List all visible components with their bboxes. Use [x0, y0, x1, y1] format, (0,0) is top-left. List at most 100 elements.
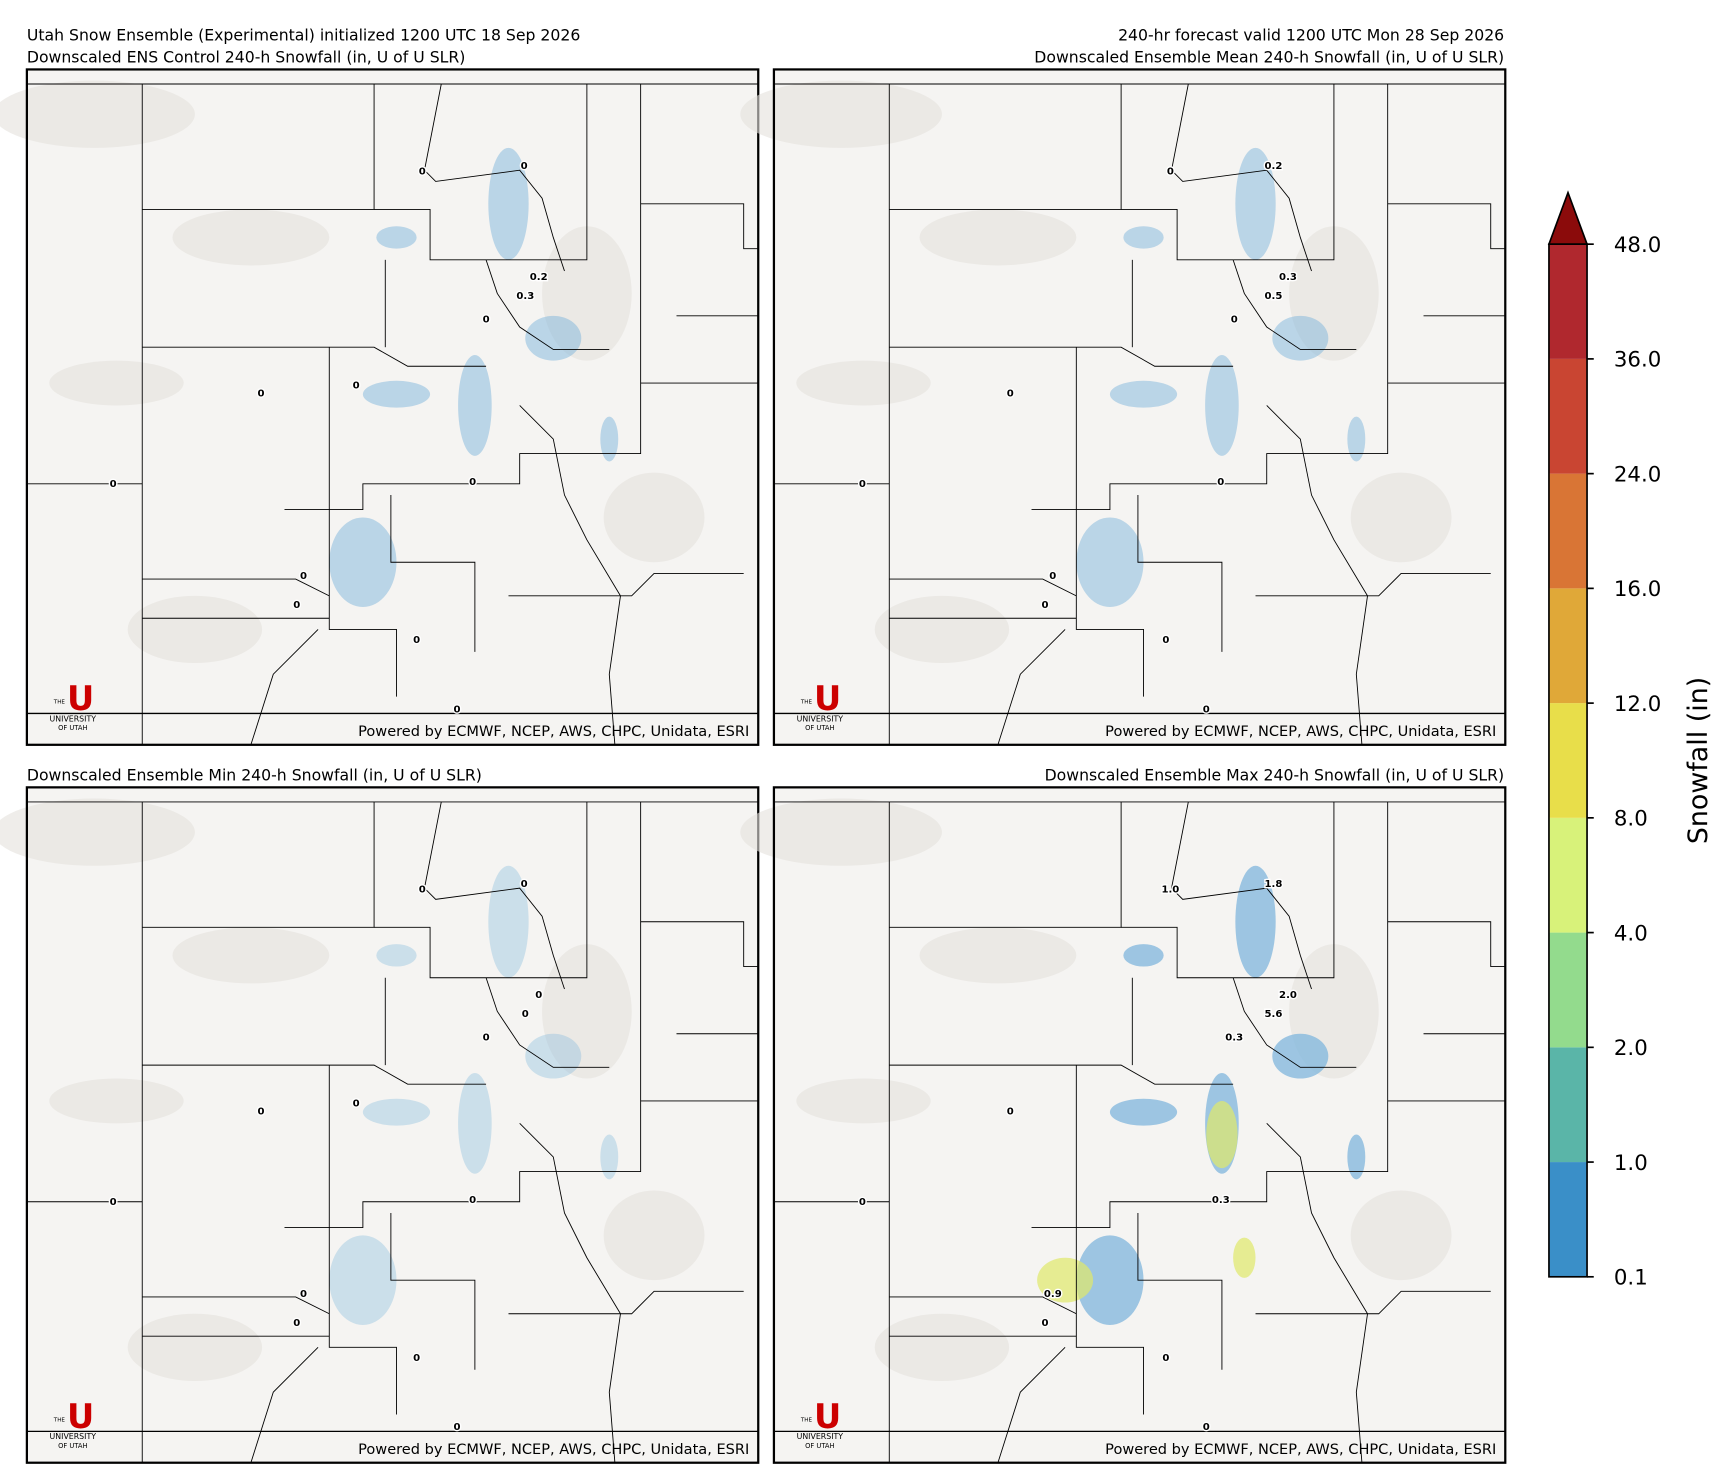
logo-name: UNIVERSITY — [50, 1432, 97, 1441]
boundary — [1266, 405, 1368, 745]
point-label: 0.3 — [1279, 272, 1297, 283]
colorbar-tick-label: 8.0 — [1614, 807, 1648, 832]
colorbar-segment — [1548, 1162, 1588, 1277]
snow-area — [525, 315, 582, 361]
boundary — [1387, 203, 1506, 250]
colorbar-label: Snowfall (in) — [1683, 677, 1714, 844]
colorbar-segment — [1548, 473, 1588, 589]
terrain-shade — [172, 209, 330, 266]
point-label: 0 — [859, 1197, 866, 1208]
snow-area — [458, 355, 492, 456]
point-label: 0 — [453, 704, 460, 715]
point-label: 0.3 — [1225, 1032, 1243, 1043]
snow-area — [600, 1134, 619, 1180]
logo-name: UNIVERSITY — [797, 1432, 844, 1441]
point-label: 0.9 — [1044, 1289, 1062, 1300]
boundary — [486, 801, 588, 979]
header-left: Utah Snow Ensemble (Experimental) initia… — [27, 25, 580, 44]
terrain-shade — [740, 798, 942, 866]
terrain-shade — [919, 927, 1077, 984]
snow-area — [1109, 1098, 1178, 1126]
terrain-shade — [1350, 472, 1452, 563]
powered-by: Powered by ECMWF, NCEP, AWS, CHPC, Unida… — [358, 723, 749, 740]
boundary — [508, 1290, 744, 1315]
terrain-shade — [796, 1078, 931, 1124]
colorbar-tick-label: 16.0 — [1614, 577, 1661, 602]
boundary — [328, 347, 397, 697]
point-label: 2.0 — [1279, 990, 1297, 1001]
boundary — [250, 629, 319, 745]
point-label: 0.2 — [530, 272, 548, 283]
snow-area — [1123, 226, 1164, 249]
boundary — [889, 1064, 1234, 1085]
boundary — [519, 405, 621, 745]
colorbar-tick-label: 0.1 — [1614, 1266, 1648, 1291]
logo-letter: U — [67, 1397, 94, 1436]
terrain-shade — [49, 360, 184, 406]
point-label: 0 — [1007, 1106, 1014, 1117]
panel-title: Downscaled Ensemble Max 240-h Snowfall (… — [1045, 766, 1505, 785]
boundary — [486, 84, 588, 261]
logo-letter: U — [814, 679, 841, 718]
boundary — [250, 1347, 319, 1463]
boundary — [519, 1123, 621, 1463]
boundary — [284, 84, 642, 511]
point-label: 0 — [353, 1099, 360, 1110]
point-label: 0 — [110, 479, 117, 490]
logo-the: THE — [53, 1417, 66, 1423]
snow-area — [1235, 865, 1276, 978]
point-label: 0.3 — [516, 291, 534, 302]
snow-area — [362, 1098, 431, 1126]
boundary — [889, 346, 1234, 367]
snow-area — [362, 380, 431, 408]
boundary — [1233, 84, 1335, 261]
logo-the: THE — [53, 699, 66, 705]
point-label: 0 — [300, 1289, 307, 1300]
snow-area — [1076, 1235, 1144, 1325]
snow-area — [488, 147, 529, 260]
boundary — [485, 977, 610, 1068]
snow-area-heavy — [1206, 1100, 1238, 1169]
boundary — [142, 346, 487, 367]
boundary — [1075, 347, 1144, 697]
boundary — [1255, 1290, 1491, 1315]
colorbar-tick-label: 48.0 — [1614, 233, 1661, 258]
boundary — [142, 578, 330, 597]
point-label: 0 — [110, 1197, 117, 1208]
boundary — [390, 495, 476, 652]
point-label: 0 — [1203, 1422, 1210, 1433]
point-label: 0 — [293, 600, 300, 611]
boundary — [1121, 926, 1234, 979]
boundary — [328, 1065, 397, 1415]
point-label: 0 — [1049, 571, 1056, 582]
colorbar-tick-label: 1.0 — [1614, 1151, 1648, 1176]
logo-the: THE — [800, 699, 813, 705]
logo-name: UNIVERSITY — [50, 714, 97, 723]
panel-frame — [772, 786, 1507, 1464]
snow-area — [458, 1072, 492, 1174]
terrain-shade — [49, 1078, 184, 1124]
point-label: 0 — [413, 1353, 420, 1364]
snow-area — [1109, 380, 1178, 408]
point-label: 0 — [521, 161, 528, 172]
point-label: 0 — [1217, 477, 1224, 488]
boundary — [142, 1296, 330, 1315]
boundary — [1232, 977, 1357, 1068]
panel-frame — [25, 68, 760, 746]
boundary — [423, 83, 565, 272]
point-label: 0 — [1041, 600, 1048, 611]
terrain-shade — [874, 595, 1010, 664]
boundary — [423, 801, 565, 990]
boundary — [1255, 572, 1491, 597]
boundary — [374, 208, 487, 261]
point-label: 0 — [483, 315, 490, 326]
boundary — [1031, 84, 1389, 511]
point-label: 0 — [1007, 388, 1014, 399]
point-label: 0 — [535, 990, 542, 1001]
point-label: 0 — [419, 885, 426, 896]
terrain-shade — [127, 1313, 263, 1381]
terrain-shade — [603, 472, 705, 563]
logo-name: UNIVERSITY — [797, 714, 844, 723]
